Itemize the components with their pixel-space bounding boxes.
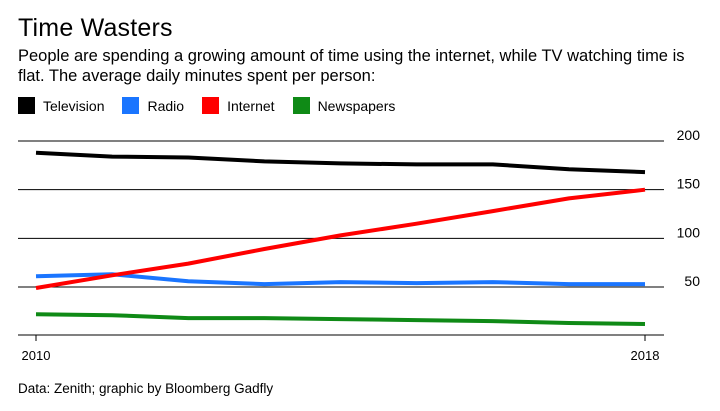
legend-label-newspapers: Newspapers (317, 97, 396, 114)
legend-item-television: Television (18, 97, 104, 114)
legend-item-internet: Internet (202, 97, 275, 114)
y-tick-label-150: 150 (677, 176, 701, 192)
legend-item-radio: Radio (122, 97, 184, 114)
legend-swatch-radio (122, 97, 140, 114)
chart-title: Time Wasters (18, 14, 173, 42)
legend-label-television: Television (43, 97, 105, 114)
legend-swatch-newspapers (292, 97, 310, 114)
x-tick-label-2018: 2018 (631, 348, 660, 363)
legend-swatch-television (18, 97, 35, 114)
y-tick-label-100: 100 (677, 224, 701, 240)
y-tick-label-50: 50 (684, 273, 700, 289)
series-line-newspapers (35, 312, 646, 326)
legend-label-internet: Internet (227, 97, 275, 114)
source-note: Data: Zenith; graphic by Bloomberg Gadfl… (18, 381, 274, 396)
y-tick-label-200: 200 (677, 127, 701, 143)
legend-swatch-internet (202, 97, 220, 114)
chart-subtitle: People are spending a growing amount of … (18, 47, 685, 85)
series-line-internet (35, 187, 646, 290)
legend-item-newspapers: Newspapers (292, 97, 396, 114)
series-line-television (35, 150, 646, 175)
series-line-radio (35, 272, 645, 287)
x-tick-label-2010: 2010 (22, 348, 51, 363)
legend: Television Radio Internet Newspapers (18, 97, 413, 114)
legend-label-radio: Radio (147, 97, 185, 114)
